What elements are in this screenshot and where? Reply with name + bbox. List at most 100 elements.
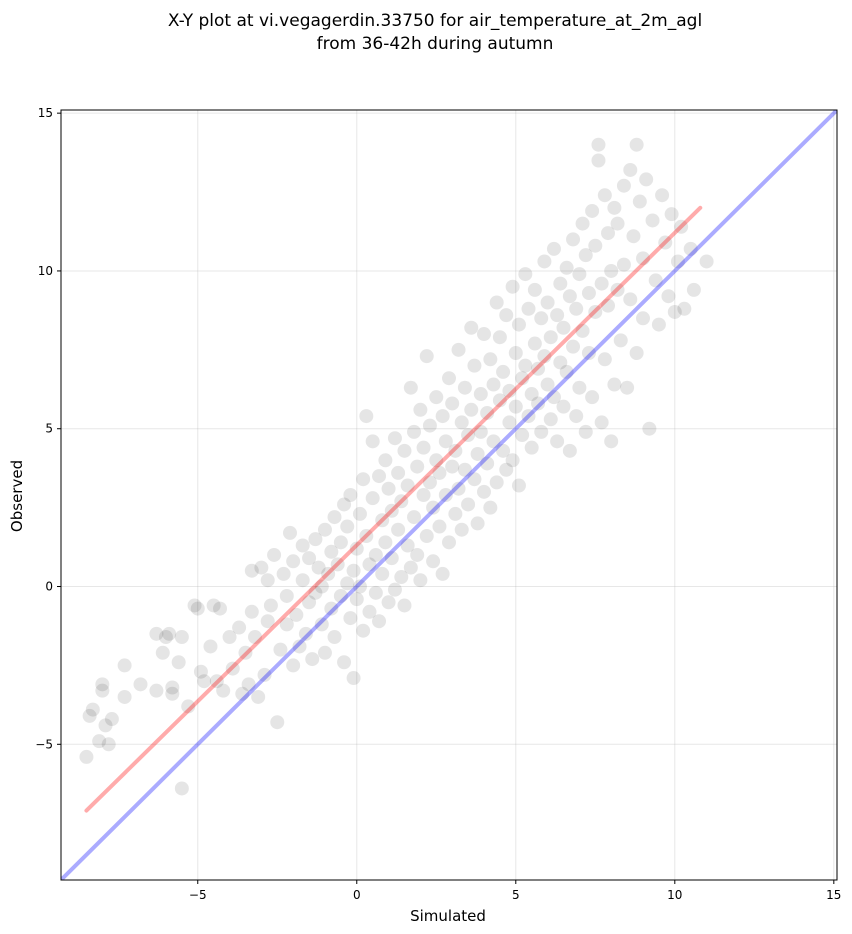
data-point: [321, 566, 336, 581]
data-point: [556, 320, 571, 335]
data-point: [636, 251, 650, 266]
x-axis-label: Simulated: [410, 907, 486, 925]
data-point: [295, 538, 310, 553]
data-point: [480, 456, 495, 471]
data-point: [664, 207, 679, 222]
data-point: [476, 484, 491, 499]
data-point: [289, 607, 304, 622]
data-point: [524, 387, 539, 402]
x-axis-ticks: −5 0 5 10 15: [189, 880, 841, 902]
data-point: [508, 399, 523, 414]
data-point: [467, 358, 482, 373]
data-point: [372, 614, 387, 629]
data-point: [193, 664, 208, 679]
data-point: [327, 510, 342, 525]
data-point: [270, 715, 285, 730]
data-point: [461, 428, 476, 443]
data-point: [486, 434, 501, 449]
data-point: [346, 563, 361, 578]
y-axis-ticks: −5 0 5 10 15: [35, 106, 61, 751]
data-point: [368, 547, 383, 562]
y-tick-label: 15: [38, 106, 53, 120]
data-point: [543, 412, 558, 427]
data-point: [451, 481, 466, 496]
data-point: [464, 402, 479, 417]
data-point: [575, 323, 590, 338]
data-point: [330, 557, 345, 572]
data-point: [165, 686, 180, 701]
data-point: [607, 200, 622, 215]
data-point: [343, 611, 358, 626]
data-point: [263, 598, 278, 613]
data-point: [670, 254, 685, 269]
data-point: [85, 702, 100, 717]
data-point: [257, 667, 272, 682]
data-point: [181, 699, 196, 714]
x-tick-label: 5: [512, 888, 520, 902]
data-point: [244, 604, 259, 619]
data-point: [416, 488, 431, 502]
data-point: [317, 645, 332, 660]
data-point: [661, 289, 676, 304]
data-point: [235, 686, 250, 701]
data-point: [378, 535, 393, 550]
data-point: [279, 588, 294, 603]
data-point: [610, 282, 625, 297]
data-point: [286, 554, 301, 569]
data-point: [581, 345, 596, 360]
data-point: [349, 592, 364, 607]
data-point: [426, 500, 441, 515]
data-point: [445, 459, 460, 474]
data-point: [267, 547, 282, 562]
data-point: [213, 601, 228, 616]
data-point: [165, 680, 180, 695]
plot-area: [60, 109, 838, 881]
data-point: [422, 475, 437, 490]
data-point: [537, 254, 552, 269]
data-point: [432, 465, 447, 480]
data-point: [352, 506, 367, 521]
x-tick-label: −5: [189, 888, 207, 902]
data-point: [569, 409, 584, 424]
data-point: [511, 478, 526, 493]
data-point: [279, 617, 294, 632]
data-point: [601, 226, 616, 241]
data-point: [400, 478, 415, 493]
data-point: [340, 576, 355, 591]
data-point: [162, 626, 177, 641]
data-point: [346, 671, 361, 686]
data-point: [248, 630, 262, 645]
data-point: [410, 459, 425, 474]
y-tick-label: −5: [35, 737, 53, 751]
data-point: [337, 655, 352, 670]
data-point: [451, 342, 466, 357]
data-point: [314, 579, 329, 594]
data-point: [292, 639, 307, 654]
regression-line: [84, 205, 703, 813]
data-point: [394, 494, 409, 509]
data-point: [158, 630, 173, 645]
data-point: [607, 377, 622, 392]
data-point: [206, 598, 221, 613]
data-point: [597, 352, 612, 367]
data-point: [422, 418, 437, 433]
data-point: [629, 137, 644, 152]
data-point: [171, 655, 186, 670]
data-point: [601, 298, 616, 313]
data-point: [442, 371, 456, 386]
data-point: [467, 472, 482, 487]
data-point: [400, 538, 415, 553]
data-point: [324, 544, 339, 559]
data-point: [540, 377, 555, 392]
data-point: [546, 241, 561, 256]
data-point: [419, 349, 434, 364]
data-point: [365, 434, 380, 449]
data-point: [610, 216, 625, 231]
data-point: [410, 547, 425, 562]
data-point: [391, 465, 406, 480]
data-point: [623, 162, 638, 177]
data-point: [515, 371, 530, 386]
data-point: [365, 491, 380, 506]
data-point: [419, 529, 434, 544]
data-point: [651, 317, 666, 332]
